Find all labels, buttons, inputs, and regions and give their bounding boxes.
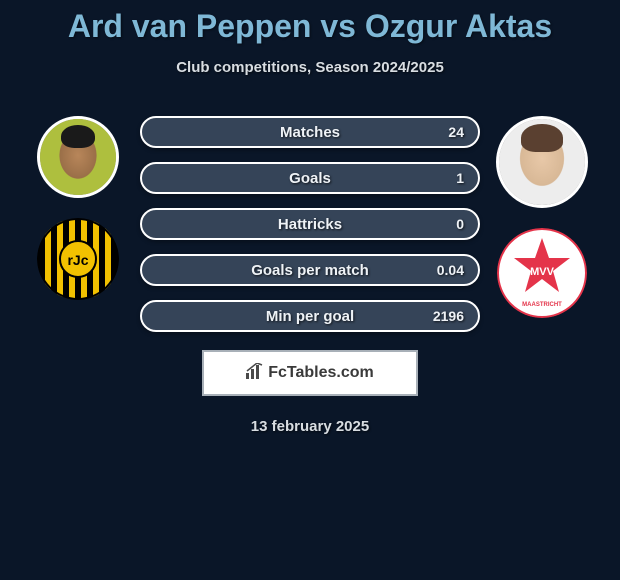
stat-right-value: 1 <box>456 170 464 186</box>
stat-label: Hattricks <box>142 216 478 233</box>
svg-text:rJc: rJc <box>67 252 88 268</box>
left-column: rJc <box>32 116 124 300</box>
stat-bar-matches: Matches 24 <box>140 116 480 148</box>
watermark-text: FcTables.com <box>268 364 374 382</box>
stat-right-value: 0 <box>456 216 464 232</box>
comparison-card: Ard van Peppen vs Ozgur Aktas Club compe… <box>0 0 620 435</box>
team-left-logo: rJc <box>37 218 119 300</box>
svg-text:MVV: MVV <box>530 266 555 278</box>
stat-label: Goals <box>142 170 478 187</box>
player-right-face-icon <box>499 119 585 205</box>
page-title: Ard van Peppen vs Ozgur Aktas <box>0 8 620 45</box>
player-right-avatar <box>496 116 588 208</box>
date-text: 13 february 2025 <box>0 418 620 435</box>
stat-bars: Matches 24 Goals 1 Hattricks 0 Goals per… <box>140 116 480 332</box>
stat-label: Min per goal <box>142 308 478 325</box>
chart-icon <box>246 363 264 384</box>
roda-logo-icon: rJc <box>37 218 119 300</box>
watermark: FcTables.com <box>202 350 418 396</box>
svg-text:MAASTRICHT: MAASTRICHT <box>522 302 562 308</box>
stat-right-value: 2196 <box>433 308 464 324</box>
stat-bar-goals-per-match: Goals per match 0.04 <box>140 254 480 286</box>
stat-bar-min-per-goal: Min per goal 2196 <box>140 300 480 332</box>
stat-label: Matches <box>142 124 478 141</box>
mvv-logo-icon: MVV MAASTRICHT <box>497 228 587 318</box>
stat-label: Goals per match <box>142 262 478 279</box>
right-column: MVV MAASTRICHT <box>496 116 588 318</box>
subtitle: Club competitions, Season 2024/2025 <box>0 59 620 76</box>
stats-area: rJc Matches 24 Goals 1 Hattricks 0 <box>0 116 620 332</box>
stat-bar-hattricks: Hattricks 0 <box>140 208 480 240</box>
stat-bar-goals: Goals 1 <box>140 162 480 194</box>
player-left-avatar <box>37 116 119 198</box>
team-right-logo: MVV MAASTRICHT <box>497 228 587 318</box>
player-left-face-icon <box>40 119 116 195</box>
stat-right-value: 24 <box>448 124 464 140</box>
stat-right-value: 0.04 <box>437 262 464 278</box>
